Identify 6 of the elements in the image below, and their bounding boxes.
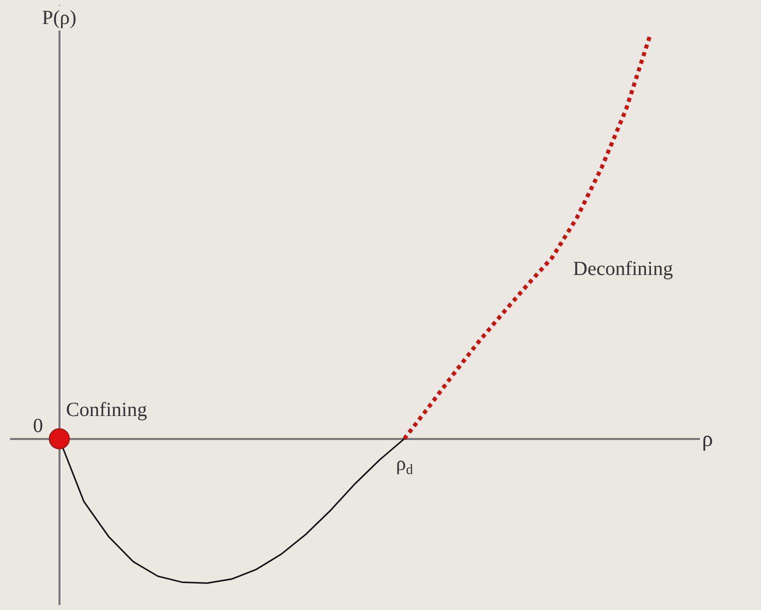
text: 0 [33, 415, 43, 437]
x-axis-title: ρ [702, 426, 713, 451]
annotation: ρ$_{d}$ [396, 453, 413, 478]
annotation: Confining [66, 399, 148, 421]
annotation: Deconfining [573, 258, 673, 280]
y-axis-title: P(ρ) [42, 7, 76, 29]
